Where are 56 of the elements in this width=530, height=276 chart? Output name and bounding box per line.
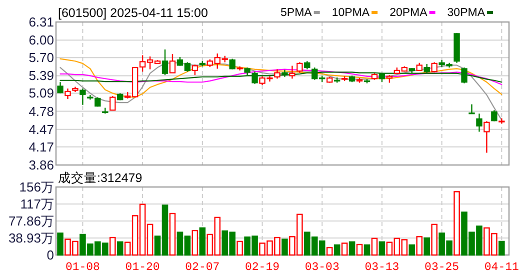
x-tick-label: 01-20 — [125, 261, 160, 274]
bar — [169, 212, 176, 256]
bar — [348, 241, 356, 256]
legend-label: 10PMA — [332, 7, 370, 19]
bar — [408, 244, 416, 256]
bar — [371, 238, 378, 256]
y-tick-label: 117万 — [20, 196, 54, 212]
bar — [282, 238, 288, 256]
bar — [236, 240, 243, 256]
bar — [57, 232, 64, 256]
candlestick — [484, 120, 490, 154]
y-tick-label: 38.93万 — [8, 230, 54, 246]
x-tick-label: 02-07 — [185, 261, 220, 274]
bar — [431, 224, 438, 256]
y-tick-label: 0 — [46, 248, 54, 262]
y-tick-label: 5.70 — [28, 50, 54, 66]
candlestick — [289, 65, 296, 80]
bar — [341, 242, 348, 256]
y-tick-label: 6.00 — [28, 32, 54, 48]
bar — [109, 236, 116, 256]
x-tick-label: 01-08 — [65, 261, 100, 274]
y-tick-label: 4.47 — [28, 122, 54, 137]
candlestick — [476, 113, 482, 132]
y-tick-label: 6.31 — [28, 14, 54, 30]
x-tick-label: 02-19 — [245, 261, 280, 274]
y-tick-label: 156万 — [19, 180, 54, 194]
bar — [416, 236, 423, 256]
line-series — [60, 58, 502, 98]
bar — [454, 191, 460, 256]
bar — [356, 244, 363, 256]
legend-label: 20PMA — [390, 7, 428, 19]
legend-label: 5PMA — [280, 7, 312, 19]
y-tick-label: 3.86 — [28, 158, 54, 172]
chart-title: 成交量:312479 — [58, 170, 142, 185]
y-tick-label: 4.78 — [28, 104, 54, 119]
x-tick-label: 03-03 — [304, 261, 340, 274]
y-tick-label: 5.09 — [28, 86, 54, 101]
chart-title: [601500] 2025-04-11 15:00 — [58, 6, 208, 20]
y-tick-label: 4.17 — [28, 139, 54, 154]
x-tick-label: 03-13 — [364, 261, 400, 274]
bar — [326, 246, 333, 256]
bar — [424, 237, 430, 256]
candlestick — [304, 60, 310, 70]
x-tick-label: 03-25 — [424, 261, 460, 274]
x-tick-label: 04-11 — [484, 261, 520, 274]
candlestick — [64, 88, 71, 100]
bar — [334, 244, 340, 256]
y-tick-label: 5.39 — [28, 68, 54, 84]
bar — [364, 244, 370, 256]
bar — [116, 241, 124, 256]
bar — [498, 240, 505, 256]
y-tick-label: 77.86万 — [8, 214, 54, 228]
bar — [199, 227, 206, 256]
legend-label: 30PMA — [447, 7, 486, 19]
bar — [378, 241, 386, 256]
bar — [192, 230, 198, 256]
